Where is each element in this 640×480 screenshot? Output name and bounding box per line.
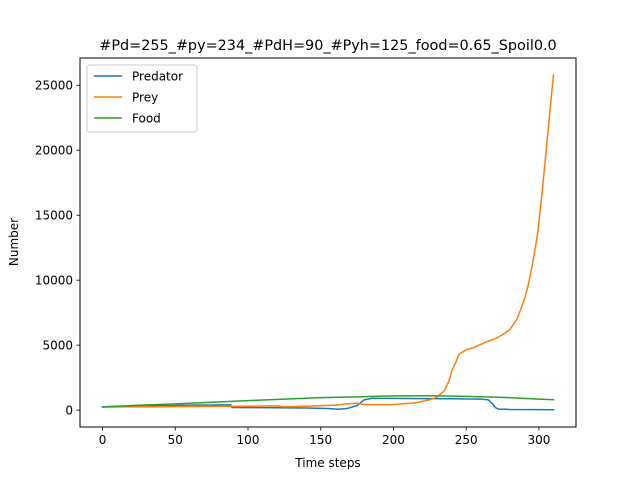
y-axis-label: Number bbox=[7, 218, 21, 266]
series-line-predator bbox=[101, 397, 555, 411]
x-tick-label: 200 bbox=[382, 433, 405, 447]
series-line-food bbox=[101, 394, 555, 408]
y-tick-label: 25000 bbox=[35, 79, 73, 93]
chart-title: #Pd=255_#py=234_#PdH=90_#Pyh=125_food=0.… bbox=[99, 38, 556, 54]
y-axis-ticks: 0 5000 10000 15000 20000 25000 bbox=[35, 79, 80, 417]
series-line-prey bbox=[101, 74, 555, 408]
legend-items: Predator Prey Food bbox=[94, 69, 183, 125]
y-tick-label: 20000 bbox=[35, 144, 73, 158]
legend-label-prey: Prey bbox=[132, 90, 158, 104]
y-tick-label: 15000 bbox=[35, 209, 73, 223]
x-tick-label: 50 bbox=[168, 433, 183, 447]
legend-box bbox=[86, 64, 198, 133]
legend-label-food: Food bbox=[132, 111, 161, 125]
x-tick-label: 0 bbox=[99, 433, 107, 447]
x-axis-label: Time steps bbox=[294, 456, 360, 470]
legend: Predator Prey Food bbox=[86, 64, 198, 133]
y-tick-label: 0 bbox=[65, 403, 73, 417]
x-tick-label: 300 bbox=[527, 433, 550, 447]
y-tick-label: 10000 bbox=[35, 273, 73, 287]
x-tick-label: 100 bbox=[237, 433, 260, 447]
x-tick-label: 250 bbox=[455, 433, 478, 447]
x-axis-ticks: 0 50 100 150 200 250 300 bbox=[99, 427, 550, 447]
y-tick-label: 5000 bbox=[42, 338, 73, 352]
legend-label-predator: Predator bbox=[132, 69, 183, 83]
series-layer bbox=[101, 74, 555, 411]
axes-frame bbox=[79, 57, 577, 428]
x-tick-label: 150 bbox=[309, 433, 332, 447]
